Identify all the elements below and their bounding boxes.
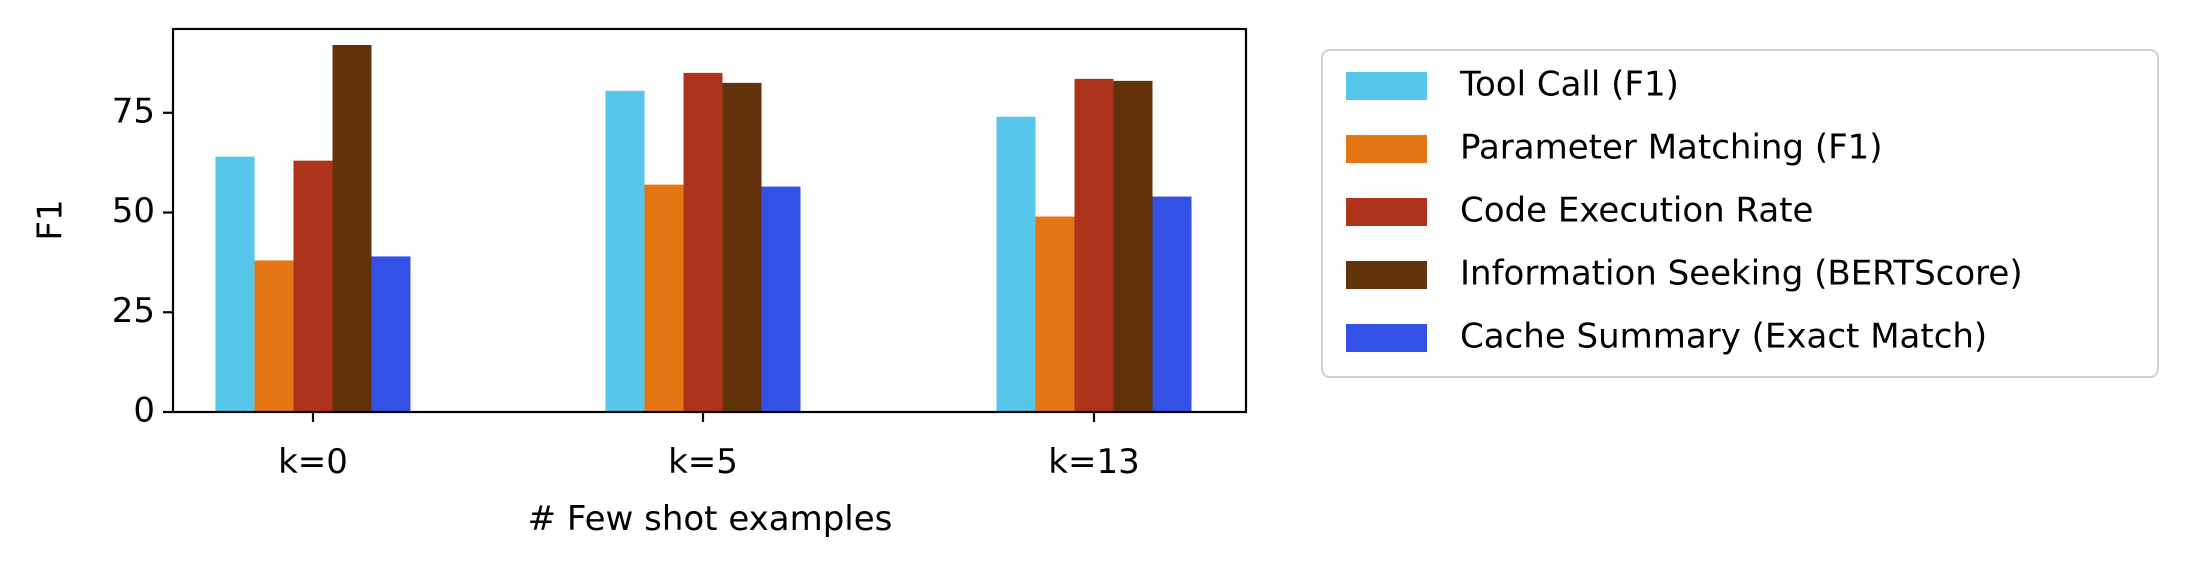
bar-parameter-matching-f1-k5 xyxy=(644,184,684,412)
legend-label: Tool Call (F1) xyxy=(1459,65,1679,105)
axis-layer: 0 25 50 75 k=0 k=5 k=13 xyxy=(112,91,1140,482)
legend-label: Information Seeking (BERTScore) xyxy=(1460,254,2023,294)
bar-information-seeking-bertscore-k0 xyxy=(332,44,372,412)
bar-parameter-matching-f1-k0 xyxy=(254,260,294,412)
bar-tool-call-f1-k5 xyxy=(605,90,645,413)
x-axis-label: # Few shot examples xyxy=(528,499,893,539)
bar-code-execution-rate-k5 xyxy=(683,72,723,413)
legend-swatch xyxy=(1346,198,1427,226)
bars-layer xyxy=(215,44,1192,413)
x-tick-label: k=0 xyxy=(278,442,348,482)
x-tick-label: k=5 xyxy=(668,442,738,482)
bar-tool-call-f1-k0 xyxy=(215,156,255,412)
bar-tool-call-f1-k13 xyxy=(996,116,1036,412)
legend-label: Code Execution Rate xyxy=(1460,191,1813,231)
bar-cache-summary-exact-match-k13 xyxy=(1152,196,1192,412)
legend: Tool Call (F1) Parameter Matching (F1) Cod… xyxy=(1321,49,2159,378)
bar-parameter-matching-f1-k13 xyxy=(1035,216,1075,412)
legend-swatch xyxy=(1346,261,1427,289)
bar-information-seeking-bertscore-k13 xyxy=(1113,80,1153,412)
y-tick-label: 0 xyxy=(133,391,155,431)
bar-cache-summary-exact-match-k0 xyxy=(371,256,411,412)
legend-swatch xyxy=(1346,135,1427,163)
legend-label: Cache Summary (Exact Match) xyxy=(1460,317,1987,357)
y-tick-label: 75 xyxy=(112,91,155,131)
legend-swatch xyxy=(1346,72,1427,100)
bar-information-seeking-bertscore-k5 xyxy=(722,82,762,412)
x-tick-label: k=13 xyxy=(1048,442,1139,482)
y-axis-label: F1 xyxy=(31,199,71,240)
bar-code-execution-rate-k13 xyxy=(1074,78,1114,413)
legend-swatch xyxy=(1346,324,1427,352)
legend-frame xyxy=(1321,49,2159,378)
y-tick-label: 50 xyxy=(112,191,155,231)
y-tick-label: 25 xyxy=(112,291,155,331)
bar-code-execution-rate-k0 xyxy=(293,160,333,412)
bar-cache-summary-exact-match-k5 xyxy=(761,186,801,412)
plot-frame xyxy=(171,27,1248,414)
legend-label: Parameter Matching (F1) xyxy=(1460,128,1883,168)
